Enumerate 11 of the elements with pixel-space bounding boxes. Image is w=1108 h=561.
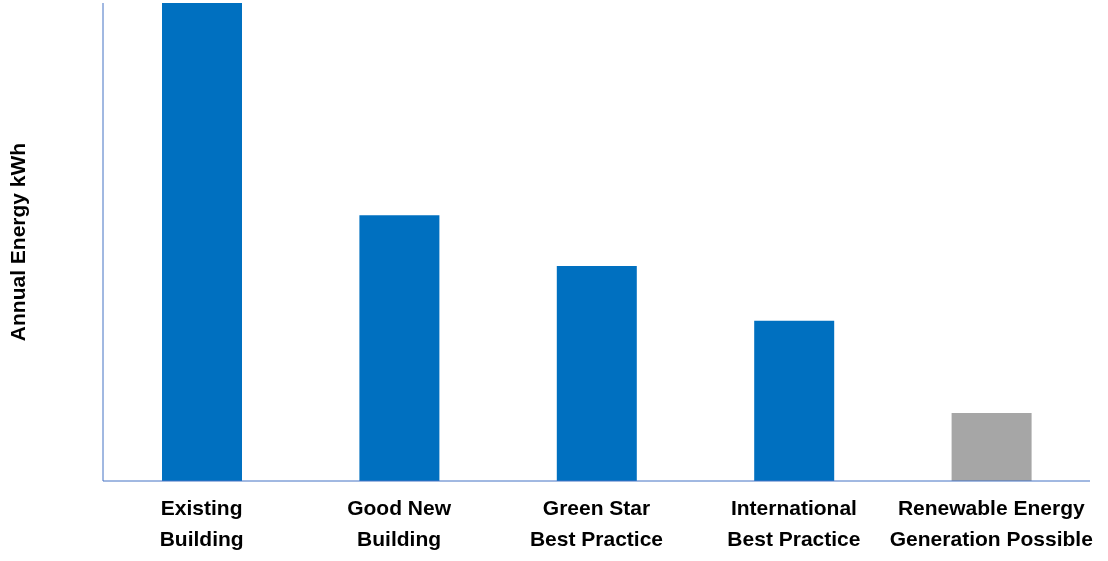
- bar: [951, 413, 1032, 481]
- x-tick-label: Existing Building: [159, 496, 244, 550]
- bar: [162, 3, 242, 481]
- x-tick-label: Green Star Best Practice: [529, 496, 664, 550]
- x-tick-label: Good New Building: [347, 496, 452, 550]
- x-tick-label: Renewable Energy Generation Possible: [889, 496, 1093, 550]
- bar: [754, 320, 835, 481]
- y-axis-title: Annual Energy kWh: [6, 142, 30, 342]
- bar: [556, 265, 637, 481]
- bar: [359, 215, 440, 481]
- x-tick-label: International Best Practice: [727, 496, 861, 550]
